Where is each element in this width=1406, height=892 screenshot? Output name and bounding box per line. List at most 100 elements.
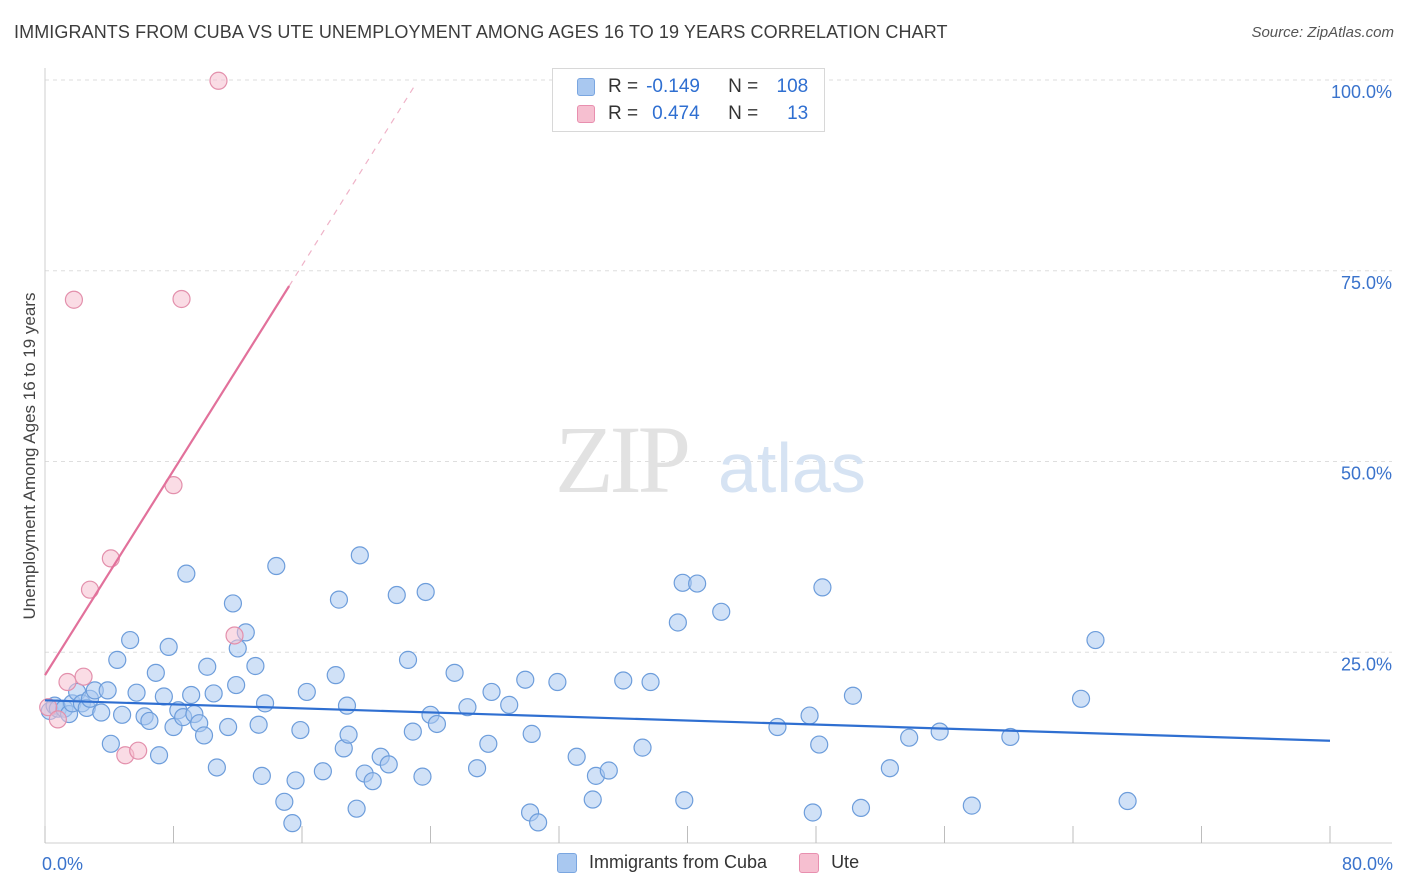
data-point <box>204 684 223 703</box>
data-point <box>129 741 148 760</box>
data-point <box>851 798 871 818</box>
data-point <box>194 726 214 745</box>
y-tick-label: 50.0% <box>1341 464 1392 484</box>
legend-swatch-ute <box>577 105 595 123</box>
trend-line-ute-extension <box>288 85 415 287</box>
data-point <box>225 626 244 645</box>
data-point <box>467 759 487 778</box>
data-point <box>48 710 67 729</box>
data-point <box>140 711 159 731</box>
data-point <box>583 790 602 809</box>
data-point <box>350 546 369 565</box>
trend-line-ute <box>44 285 291 676</box>
data-point <box>387 585 406 605</box>
data-point <box>1118 791 1137 811</box>
x-tick-label: 80.0% <box>1342 854 1393 874</box>
data-point <box>427 714 447 734</box>
data-point <box>479 734 498 753</box>
source-label: Source: ZipAtlas.com <box>1251 24 1394 41</box>
data-point <box>1086 630 1105 650</box>
data-point <box>286 771 305 790</box>
trend-lines <box>44 85 1331 742</box>
watermark-zip: ZIP <box>555 406 688 513</box>
data-point <box>209 71 228 90</box>
data-points <box>39 71 1137 833</box>
legend-n-label: N = <box>728 103 759 124</box>
data-point <box>227 675 246 695</box>
data-point <box>482 682 501 702</box>
data-point <box>810 735 829 754</box>
data-point <box>379 755 398 774</box>
data-point <box>283 814 302 833</box>
data-point <box>641 672 660 692</box>
data-point <box>246 656 265 676</box>
legend-swatch-cuba <box>577 78 595 96</box>
data-point <box>1071 689 1091 708</box>
data-point <box>930 722 949 741</box>
grid-lines <box>45 79 1392 653</box>
data-point <box>108 650 127 669</box>
series-legend-cuba[interactable]: Immigrants from Cuba <box>557 852 767 873</box>
data-point <box>146 663 165 682</box>
data-point <box>313 762 332 781</box>
data-point <box>275 792 294 811</box>
data-point <box>92 703 111 722</box>
series-name-ute: Ute <box>831 852 860 872</box>
series-swatch-ute <box>799 852 820 873</box>
data-point <box>529 813 548 832</box>
y-tick-label: 25.0% <box>1341 654 1392 674</box>
series-swatch-cuba <box>557 852 577 873</box>
data-point <box>347 799 366 818</box>
tick-labels: 25.0% 50.0% 75.0% 100.0% 0.0% 80.0% <box>42 82 1393 874</box>
legend-row-cuba: R = -0.149 N = 108 <box>577 75 808 99</box>
data-point <box>633 738 652 757</box>
legend-r-label: R = <box>608 76 639 97</box>
data-point <box>962 796 981 815</box>
data-point <box>326 666 345 685</box>
data-point <box>127 683 146 702</box>
data-point <box>712 602 731 621</box>
data-point <box>339 725 358 744</box>
data-point <box>98 681 117 700</box>
data-point <box>567 747 586 766</box>
data-point <box>64 290 84 309</box>
legend-r-value: 0.474 <box>652 103 700 124</box>
data-point <box>688 574 707 593</box>
trend-line-cuba <box>44 699 1331 742</box>
y-tick-label: 100.0% <box>1331 82 1392 102</box>
data-point <box>548 672 567 692</box>
data-point <box>500 695 519 714</box>
data-point <box>813 578 832 597</box>
x-tick-label: 0.0% <box>42 854 83 874</box>
data-point <box>398 650 418 669</box>
data-point <box>267 556 286 576</box>
data-point <box>403 722 422 741</box>
data-point <box>74 667 93 686</box>
y-axis-label: Unemployment Among Ages 16 to 19 years <box>20 292 39 620</box>
data-point <box>516 670 535 689</box>
data-point <box>675 791 694 810</box>
legend-r-label: R = <box>608 103 639 124</box>
data-point <box>252 766 271 785</box>
stats-legend: R = -0.149 N = 108 R = 0.474 N = 13 <box>552 68 825 132</box>
data-point <box>900 728 919 747</box>
data-point <box>101 734 120 753</box>
data-point <box>182 685 201 705</box>
series-ute-points <box>39 71 244 765</box>
data-point <box>177 564 196 583</box>
data-point <box>149 746 169 765</box>
data-point <box>101 549 120 568</box>
series-legend: Immigrants from Cuba Ute <box>557 852 891 873</box>
data-point <box>291 720 310 740</box>
data-point <box>803 803 822 822</box>
data-point <box>768 717 787 737</box>
data-point <box>39 698 58 717</box>
data-point <box>337 696 357 715</box>
data-point <box>614 671 633 690</box>
series-legend-ute[interactable]: Ute <box>799 852 859 873</box>
y-tick-label: 75.0% <box>1341 273 1392 293</box>
data-point <box>297 682 316 702</box>
data-point <box>800 706 819 725</box>
data-point <box>219 717 238 737</box>
